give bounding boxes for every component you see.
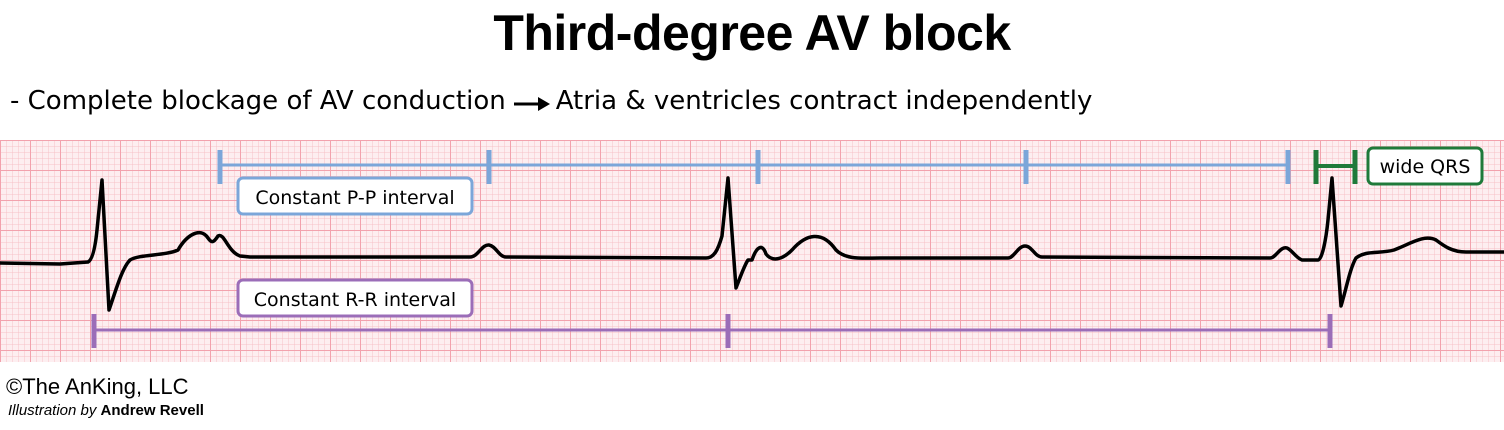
ecg-trace	[0, 176, 1504, 312]
rr-interval-label: Constant R-R interval	[254, 289, 456, 311]
pp-interval-bar	[217, 150, 1291, 184]
credit-prefix: Illustration by	[8, 402, 97, 419]
copyright: ©The AnKing, LLC	[6, 374, 189, 399]
credit-author: Andrew Revell	[100, 402, 204, 419]
pp-interval-label-box: Constant P-P interval	[236, 176, 474, 216]
rr-interval-bar	[91, 314, 1333, 348]
subtitle-result: Atria & ventricles contract independentl…	[555, 86, 1093, 116]
subtitle: - Complete blockage of AV conduction Atr…	[10, 86, 1092, 116]
ecg-strip: Constant P-P interval wide QRS Constant …	[0, 140, 1504, 362]
wide-qrs-label-box: wide QRS	[1366, 146, 1484, 186]
credit: Illustration by Andrew Revell	[8, 402, 204, 419]
pp-interval-label: Constant P-P interval	[255, 187, 454, 209]
wide-qrs-bracket	[1313, 150, 1358, 184]
wide-qrs-label: wide QRS	[1380, 156, 1471, 178]
subtitle-bullet: - Complete blockage of AV conduction	[10, 86, 506, 116]
rr-interval-label-box: Constant R-R interval	[236, 278, 474, 318]
right-arrow-icon	[513, 91, 550, 111]
page-title: Third-degree AV block	[493, 5, 1011, 61]
